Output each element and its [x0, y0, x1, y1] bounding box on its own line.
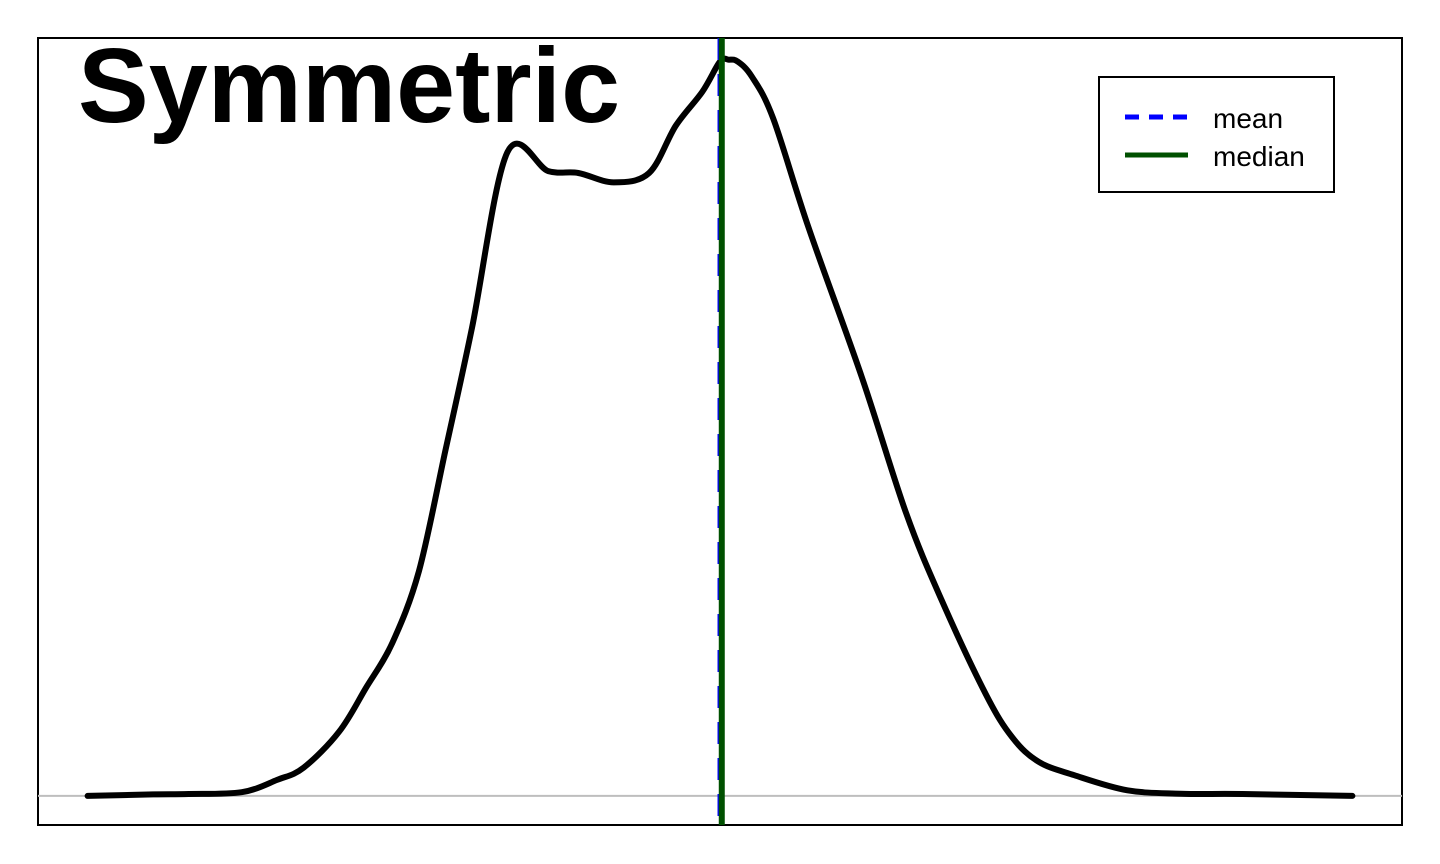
- density-curve: [84, 55, 1356, 799]
- legend: mean median: [1098, 76, 1335, 193]
- legend-median-label: median: [1213, 141, 1305, 172]
- legend-mean-label: mean: [1213, 103, 1283, 134]
- chart-title: Symmetric: [78, 27, 620, 145]
- legend-box: [1098, 76, 1335, 193]
